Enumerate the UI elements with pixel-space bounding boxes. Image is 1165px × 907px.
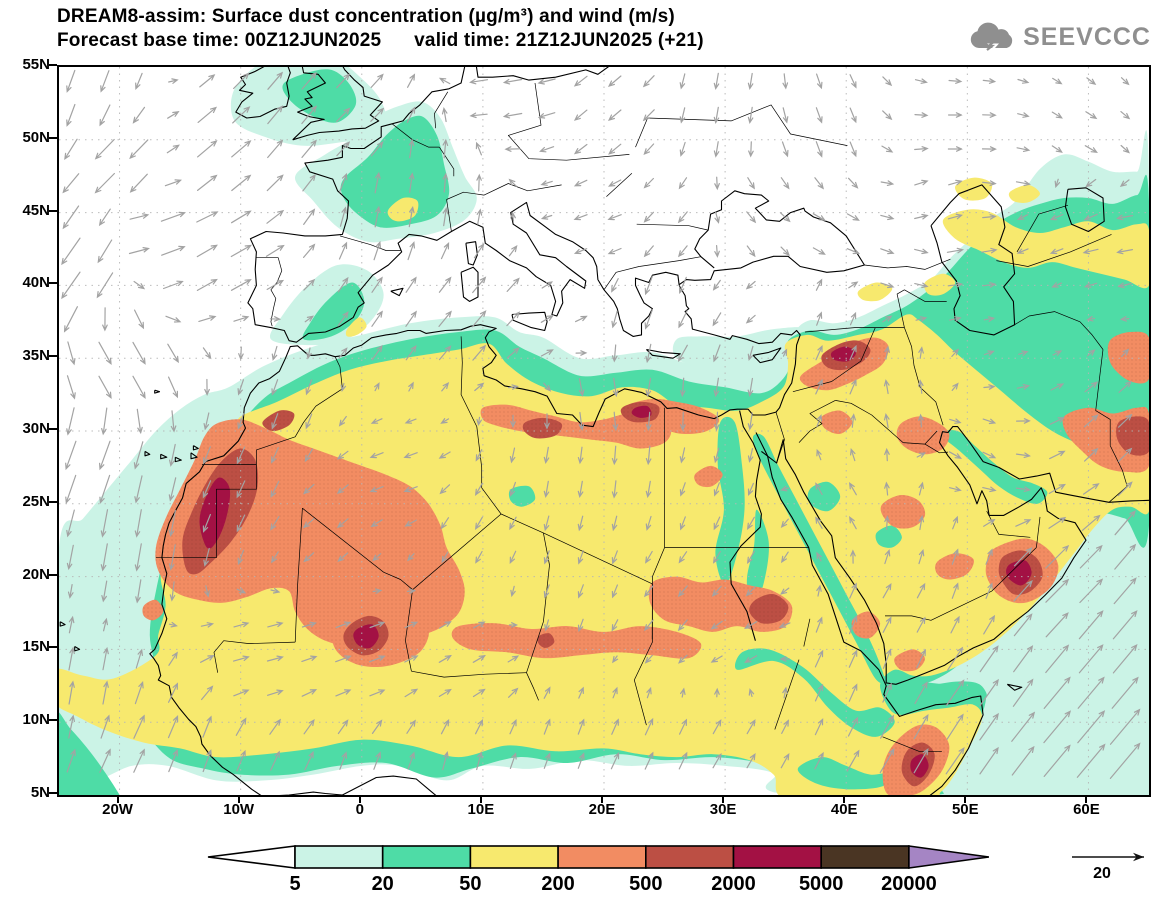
lat-tick	[49, 355, 57, 358]
lon-tick-label: 60E	[1073, 801, 1100, 818]
coastlines	[59, 60, 1154, 803]
colorbar-level-label: 50	[459, 873, 481, 895]
lat-tick	[49, 209, 57, 212]
lon-tick	[237, 795, 240, 803]
colorbar-level-label: 20000	[881, 873, 937, 895]
lat-tick	[49, 573, 57, 576]
lat-tick	[49, 428, 57, 430]
forecast-time-subtitle: Forecast base time: 00Z12JUN2025 valid t…	[57, 30, 704, 51]
lon-tick	[358, 795, 361, 803]
lat-tick-label: 20N	[22, 565, 50, 583]
wind-arrows	[61, 69, 1141, 779]
lon-tick	[479, 795, 482, 803]
lon-tick-label: 40E	[830, 801, 858, 818]
colorbar-level-label: 500	[629, 873, 662, 895]
lon-tick-label: 10W	[223, 801, 255, 818]
dust-concentration-layer	[48, 59, 1165, 842]
cloud-icon	[970, 22, 1013, 51]
lat-tick	[49, 719, 57, 722]
lon-tick-label: 50E	[951, 801, 979, 818]
lon-tick	[843, 795, 846, 803]
lat-tick-label: 30N	[22, 420, 50, 437]
lon-tick	[116, 795, 119, 803]
lat-tick	[49, 64, 57, 66]
lat-tick	[49, 282, 57, 285]
lat-tick	[49, 500, 57, 503]
lon-tick-label: 30E	[709, 801, 737, 818]
colorbar-level-label: 2000	[711, 873, 756, 895]
lat-tick-label: 5N	[30, 784, 50, 801]
seevccc-logo: SEEVCCC	[965, 20, 1151, 54]
lon-tick	[1085, 795, 1088, 803]
lon-tick-label: 20E	[588, 801, 616, 818]
graticule	[59, 67, 1149, 795]
colorbar-legend: 5 20 50 200 500 2000 5000 20000	[195, 840, 1005, 907]
colorbar-level-label: 5000	[799, 873, 844, 895]
lon-tick	[722, 795, 725, 803]
lon-tick-label: 0	[355, 801, 364, 818]
page-title: DREAM8-assim: Surface dust concentration…	[57, 6, 675, 27]
lat-tick-label: 15N	[22, 638, 50, 656]
dust-map	[48, 59, 1165, 842]
lon-tick	[964, 795, 967, 803]
lat-tick-label: 35N	[22, 347, 50, 365]
logo-text: SEEVCCC	[1023, 22, 1151, 51]
lat-tick	[49, 646, 57, 649]
map-plot-area	[48, 59, 1165, 842]
country-borders	[155, 82, 1128, 752]
colorbar-level-label: 200	[541, 873, 574, 895]
lat-tick-label: 25N	[22, 492, 50, 510]
lat-tick-label: 40N	[22, 274, 50, 292]
wind-reference-value: 20	[1093, 865, 1111, 882]
lon-tick	[601, 795, 603, 803]
colorbar-level-label: 5	[289, 873, 300, 895]
lon-tick-label: 10E	[467, 801, 495, 818]
lat-tick	[49, 136, 57, 139]
wind-reference-legend: 20	[1058, 845, 1158, 896]
lon-tick-label: 20W	[102, 801, 133, 818]
lat-tick-label: 50N	[22, 128, 50, 146]
lat-tick-label: 45N	[22, 201, 50, 219]
lat-tick-label: 55N	[22, 56, 50, 73]
colorbar-level-label: 20	[372, 873, 394, 895]
lat-tick-label: 10N	[22, 711, 50, 729]
lat-tick	[49, 792, 57, 794]
